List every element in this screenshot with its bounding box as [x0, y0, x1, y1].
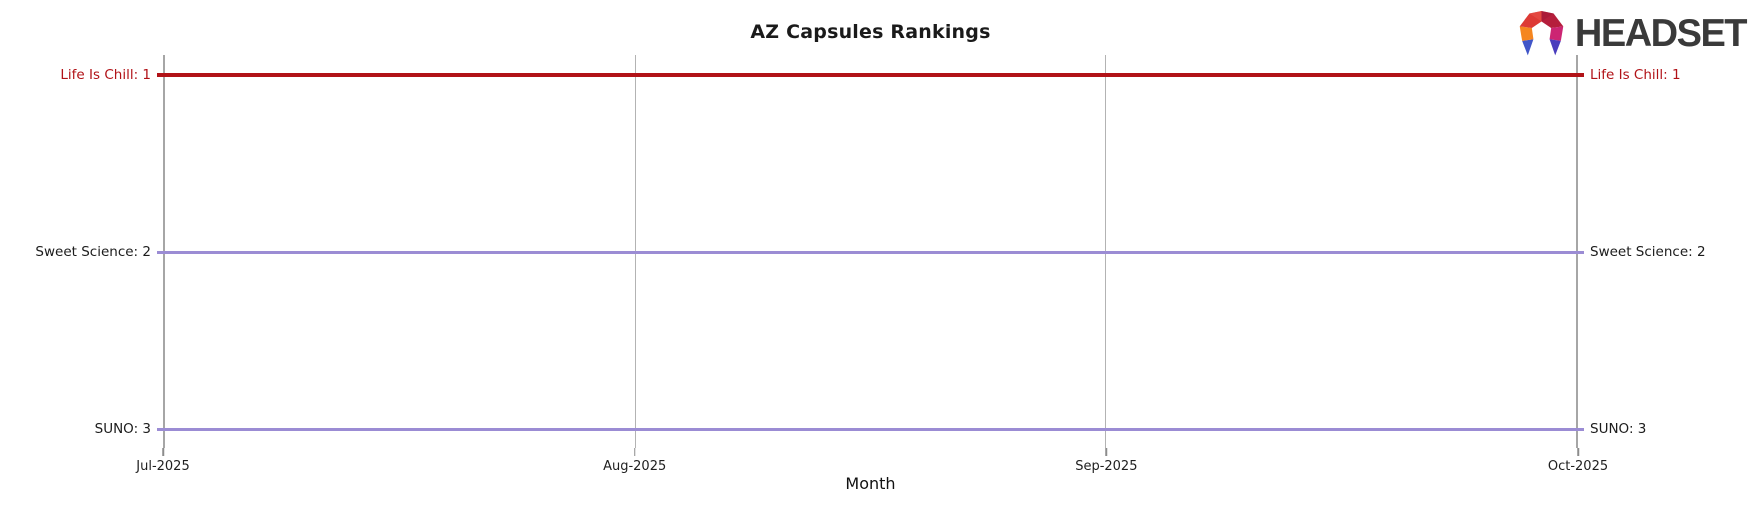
chart-title: AZ Capsules Rankings: [750, 21, 991, 43]
x-tick: [633, 448, 636, 456]
headset-brand-text: HEADSET: [1574, 12, 1748, 55]
series-label-left-life-is-chill: Life Is Chill: 1: [60, 67, 151, 83]
x-tick-label: Oct-2025: [1547, 459, 1609, 474]
headset-logo-icon: [1515, 7, 1568, 61]
x-tick-label: Sep-2025: [1075, 459, 1138, 474]
x-axis: Jul-2025 Aug-2025 Sep-2025 Oct-2025: [136, 448, 1608, 488]
headset-logo: HEADSET: [1515, 7, 1748, 61]
plot-area: [157, 55, 1584, 448]
x-tick: [162, 448, 164, 456]
series-line-life-is-chill: [157, 73, 1584, 77]
series-label-right-suno: SUNO: 3: [1590, 421, 1647, 437]
series-line-suno: [157, 427, 1584, 431]
series-label-left-suno: SUNO: 3: [94, 421, 151, 437]
x-tick-label: Aug-2025: [603, 459, 667, 474]
x-axis-title: Month: [845, 474, 896, 493]
series-label-right-life-is-chill: Life Is Chill: 1: [1590, 67, 1681, 83]
series-label-left-sweet-science: Sweet Science: 2: [35, 244, 151, 260]
series-line-sweet-science: [157, 250, 1584, 254]
x-tick: [1577, 448, 1579, 456]
series-label-right-sweet-science: Sweet Science: 2: [1590, 244, 1706, 260]
x-tick: [1105, 448, 1108, 456]
x-tick-label: Jul-2025: [136, 459, 190, 474]
